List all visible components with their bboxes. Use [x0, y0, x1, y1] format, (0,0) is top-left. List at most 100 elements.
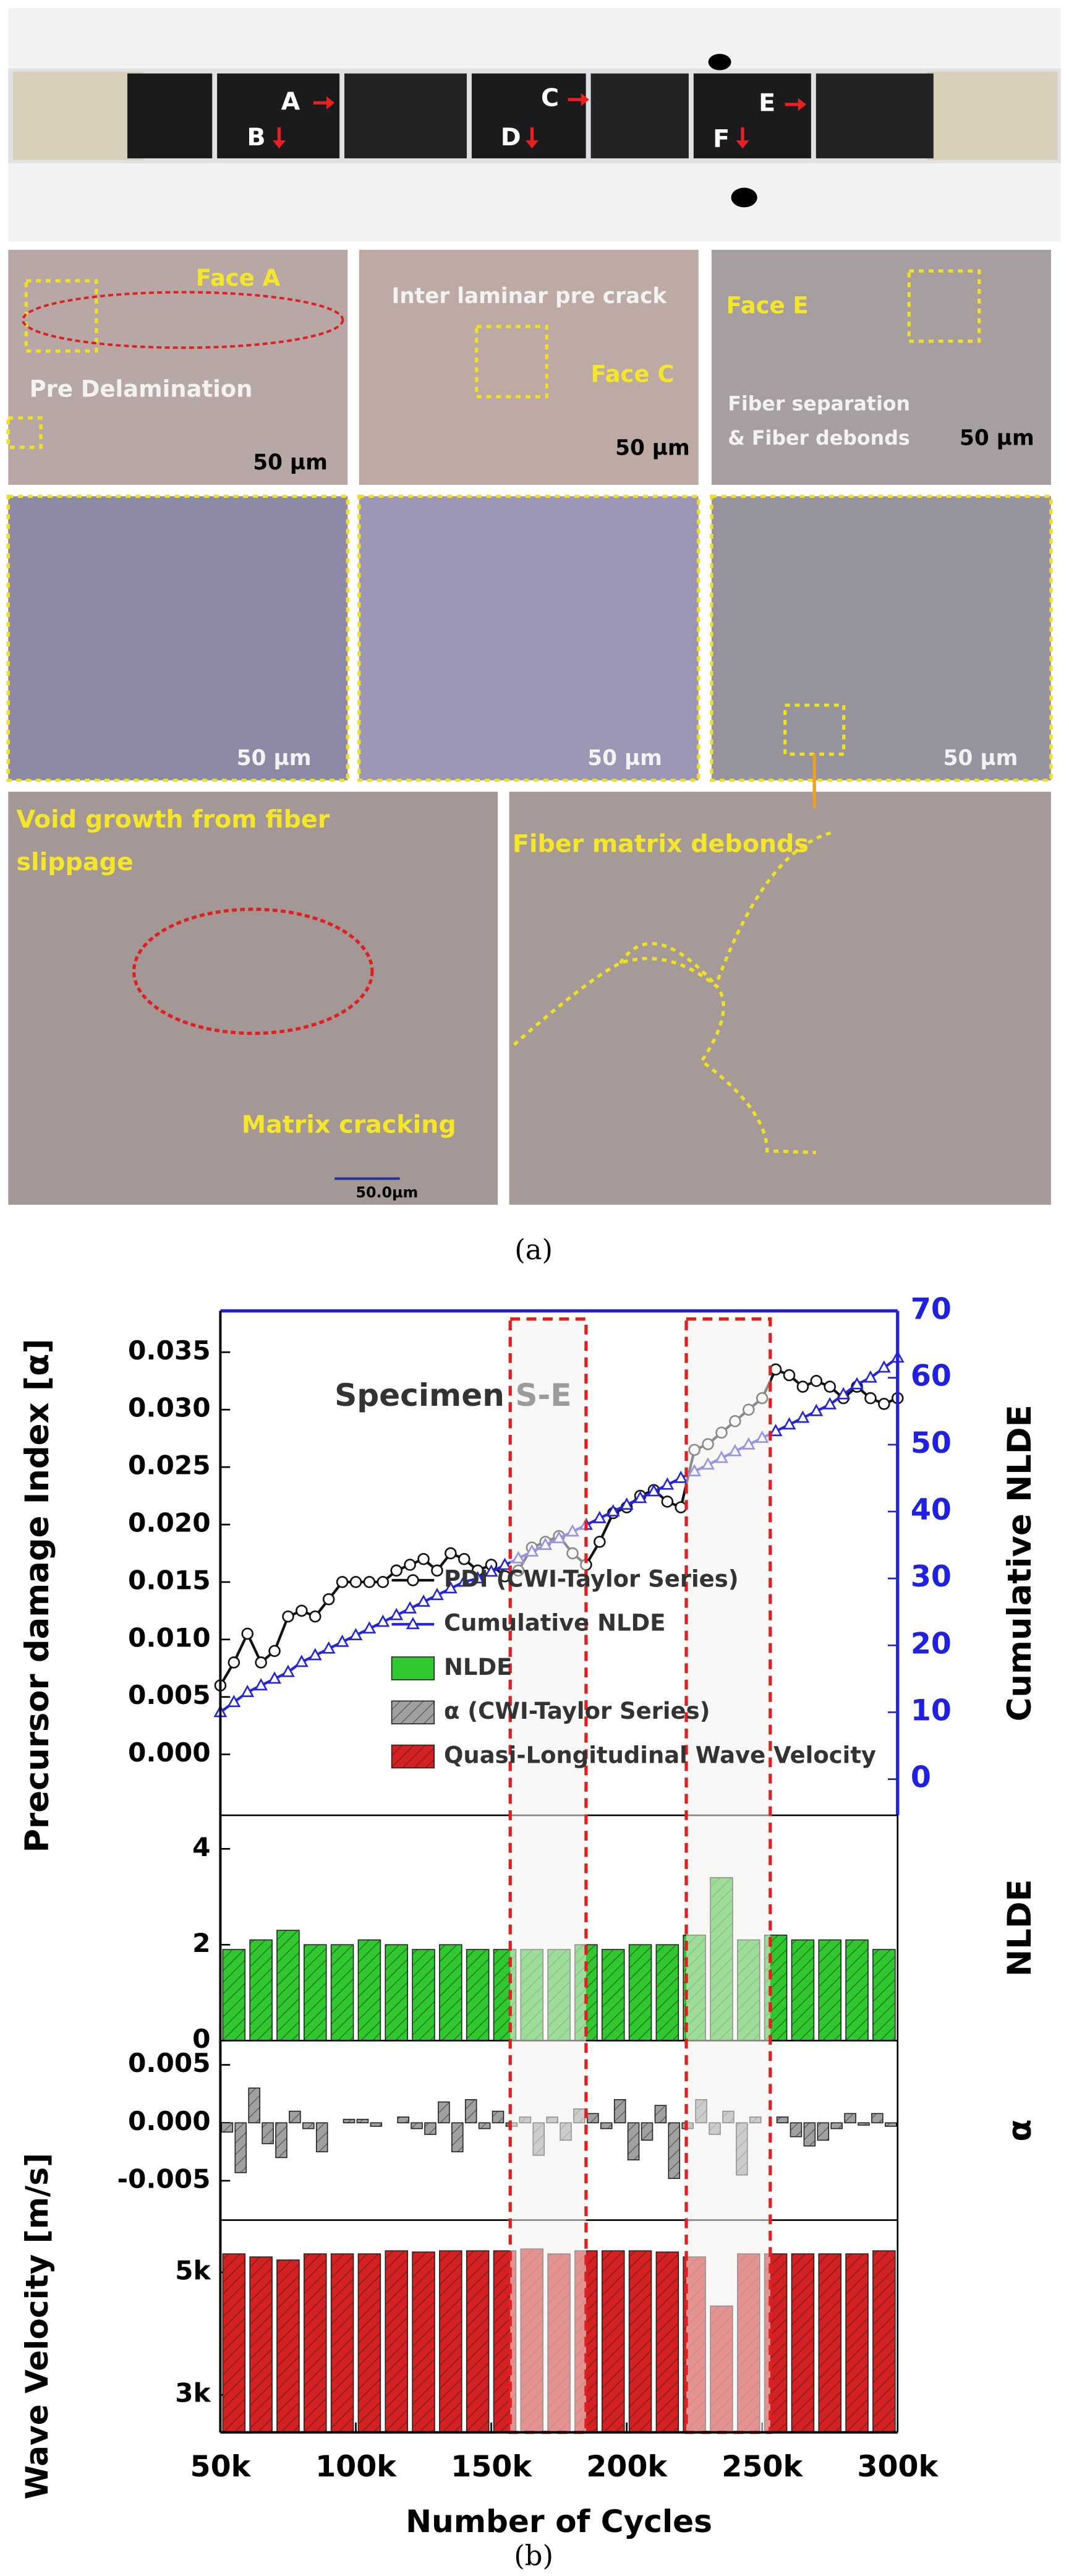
bar: [803, 2122, 816, 2147]
bar: [601, 1949, 625, 2042]
marker: [241, 1627, 253, 1640]
bar: [858, 2122, 870, 2126]
y2-tick-label: 40: [911, 1493, 952, 1527]
marker: [878, 1398, 890, 1410]
specimen-label: B: [247, 123, 265, 152]
micrograph-label: 50 µm: [615, 435, 690, 460]
y2-tick-label: 0: [911, 1761, 931, 1795]
legend-label: NLDE: [444, 1654, 512, 1680]
marker: [594, 1536, 606, 1548]
micrograph-label: 50 µm: [237, 746, 312, 771]
sensor: [471, 73, 586, 159]
bar: [655, 1944, 679, 2042]
bar: [492, 2110, 505, 2124]
zoom-box: [907, 269, 981, 343]
y-tick-label: 0.005: [128, 1680, 211, 1710]
y2-tick-label: 70: [911, 1292, 952, 1326]
sensor: [344, 73, 467, 159]
bar: [466, 1949, 490, 2042]
x-tick-label: 50k: [190, 2450, 252, 2484]
marker: [443, 1581, 458, 1594]
zoom-box: [6, 416, 43, 449]
caption: (a): [514, 1233, 553, 1266]
bar: [304, 1944, 327, 2042]
marker: [471, 1571, 485, 1584]
specimen-label: E: [759, 88, 775, 117]
bar: [330, 2253, 354, 2433]
x-axis-label: Number of Cycles: [406, 2503, 712, 2540]
bar: [817, 2122, 830, 2141]
y-tick-label: 0.025: [128, 1450, 211, 1481]
y2-tick-label: 50: [911, 1426, 952, 1460]
marker: [457, 1574, 471, 1587]
y-tick-label: 0.000: [128, 1737, 211, 1768]
y-tick-label: 0.035: [128, 1335, 211, 1366]
marker: [458, 1552, 471, 1565]
marker: [390, 1564, 402, 1577]
bar: [234, 2122, 247, 2173]
legend-swatch: [391, 1656, 435, 1680]
bar: [654, 2105, 667, 2124]
micrograph: [8, 496, 348, 781]
marker: [864, 1370, 877, 1383]
bar: [330, 1944, 354, 2042]
micrograph-label: Fiber matrix debonds: [513, 830, 809, 858]
y-tick-label: 5k: [175, 2255, 211, 2285]
y-tick-label: 0.030: [128, 1393, 211, 1423]
marker: [864, 1392, 877, 1405]
marker: [782, 1417, 796, 1430]
bar: [872, 2250, 896, 2433]
sensor: [816, 73, 934, 159]
marker: [837, 1387, 851, 1400]
micrograph: [509, 792, 1051, 1205]
bar: [262, 2122, 274, 2144]
bar: [221, 2122, 234, 2133]
x-tick-label: 300k: [857, 2450, 939, 2484]
bar: [302, 2122, 315, 2129]
legend-marker: [407, 1574, 419, 1586]
bar: [249, 1939, 273, 2042]
marker: [810, 1375, 823, 1387]
y-tick-label: -0.005: [117, 2163, 210, 2194]
marker: [281, 1664, 295, 1677]
bar: [385, 1944, 408, 2042]
bar: [412, 2251, 435, 2433]
bar: [248, 2087, 260, 2124]
bar: [872, 1949, 896, 2042]
y2-tick-label: 60: [911, 1359, 952, 1393]
zoom-box: [475, 325, 548, 399]
marker: [647, 1484, 661, 1497]
bar: [304, 2253, 327, 2433]
void-ellipse: [132, 907, 374, 1035]
y2-tick-label: 10: [911, 1693, 952, 1727]
bar: [385, 2250, 408, 2433]
bar: [844, 2113, 856, 2124]
x-tick-label: 250k: [722, 2450, 803, 2484]
x-tick-label: 100k: [315, 2450, 397, 2484]
micrograph-label: & Fiber debonds: [728, 427, 909, 450]
y-tick-label: 0.005: [128, 2048, 211, 2078]
micrograph-label: 50 µm: [253, 450, 328, 475]
bar: [601, 2250, 625, 2433]
arrow: [736, 127, 749, 149]
tab: [13, 72, 144, 160]
hole: [731, 187, 757, 208]
bar: [871, 2113, 884, 2124]
marker: [823, 1397, 837, 1410]
bar: [439, 2250, 462, 2433]
marker: [335, 1634, 349, 1647]
bar: [275, 2122, 287, 2159]
arrow: [785, 98, 806, 111]
legend-label: Quasi-Longitudinal Wave Velocity: [444, 1742, 876, 1769]
micrograph-label: Pre Delamination: [30, 375, 253, 402]
bar: [478, 2122, 491, 2129]
bar: [464, 2099, 477, 2124]
bar: [466, 2250, 490, 2433]
specimen-label: F: [713, 124, 730, 153]
marker: [417, 1594, 430, 1607]
sensor: [693, 73, 811, 159]
photos: [6, 8, 1061, 1205]
micrograph: [711, 496, 1051, 781]
legend-label: α (CWI-Taylor Series): [444, 1698, 710, 1724]
